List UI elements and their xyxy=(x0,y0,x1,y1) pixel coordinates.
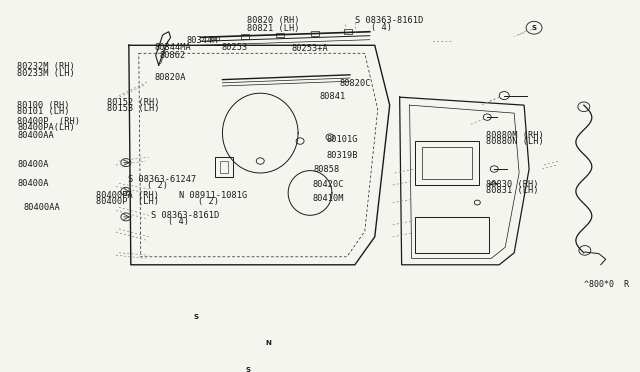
Text: 80100 (RH): 80100 (RH) xyxy=(17,102,70,110)
Text: 80152 (RH): 80152 (RH) xyxy=(106,98,159,107)
Text: 80820 (RH): 80820 (RH) xyxy=(246,16,300,25)
Text: 80820C: 80820C xyxy=(339,78,371,87)
Text: 80400PA(LH): 80400PA(LH) xyxy=(17,123,75,132)
Bar xyxy=(216,157,234,177)
Bar xyxy=(241,34,250,39)
Text: 80344M: 80344M xyxy=(186,36,218,45)
Bar xyxy=(422,147,472,179)
Text: 80101 (LH): 80101 (LH) xyxy=(17,108,70,116)
Text: 80820A: 80820A xyxy=(154,74,186,83)
Text: 80831 (LH): 80831 (LH) xyxy=(486,186,538,195)
Bar xyxy=(220,161,228,173)
Text: 80253+A: 80253+A xyxy=(291,44,328,54)
Text: S: S xyxy=(532,25,536,31)
Text: 80153 (LH): 80153 (LH) xyxy=(106,104,159,113)
Text: 80400A: 80400A xyxy=(17,160,49,169)
Text: 80400PA (RH): 80400PA (RH) xyxy=(96,191,159,201)
Text: 80862: 80862 xyxy=(159,51,186,60)
Text: 80830 (RH): 80830 (RH) xyxy=(486,180,538,189)
Text: 80232M (RH): 80232M (RH) xyxy=(17,62,75,71)
Text: 80400A: 80400A xyxy=(17,180,49,189)
Bar xyxy=(344,29,352,34)
Text: 80880M (RH): 80880M (RH) xyxy=(486,131,543,140)
Text: 80400P  (RH): 80400P (RH) xyxy=(17,117,80,126)
Bar xyxy=(211,36,220,41)
Text: 80400AA: 80400AA xyxy=(24,203,60,212)
Text: 80233M (LH): 80233M (LH) xyxy=(17,69,75,78)
Text: S: S xyxy=(193,314,198,320)
Text: N 08911-1081G: N 08911-1081G xyxy=(179,191,247,201)
Text: S 08363-61247: S 08363-61247 xyxy=(127,175,196,184)
Text: 80410M: 80410M xyxy=(312,194,344,203)
Text: 80101G: 80101G xyxy=(326,135,358,144)
Text: S: S xyxy=(246,367,251,372)
Text: 80253: 80253 xyxy=(221,43,248,52)
Text: ( 2): ( 2) xyxy=(147,181,168,190)
Text: ( 4): ( 4) xyxy=(168,217,189,226)
Text: 80319B: 80319B xyxy=(326,151,358,160)
Text: N: N xyxy=(266,340,271,346)
Bar xyxy=(415,141,479,185)
Bar xyxy=(276,32,284,37)
Text: ^800*0  R: ^800*0 R xyxy=(584,280,628,289)
Text: 80400P  (LH): 80400P (LH) xyxy=(96,197,159,206)
Bar xyxy=(311,31,319,36)
Text: ( 4): ( 4) xyxy=(371,23,392,32)
Text: S 08363-8161D: S 08363-8161D xyxy=(355,16,423,25)
Bar xyxy=(415,217,489,253)
Text: 80344MA: 80344MA xyxy=(154,43,191,52)
Text: 80400AA: 80400AA xyxy=(17,131,54,140)
Text: 80420C: 80420C xyxy=(312,180,344,189)
Text: 80841: 80841 xyxy=(320,93,346,102)
Text: ( 2): ( 2) xyxy=(198,197,219,206)
Text: S 08363-8161D: S 08363-8161D xyxy=(151,211,220,220)
Text: 80858: 80858 xyxy=(314,165,340,174)
Text: 80880N (LH): 80880N (LH) xyxy=(486,137,543,146)
Text: 80821 (LH): 80821 (LH) xyxy=(246,23,300,33)
